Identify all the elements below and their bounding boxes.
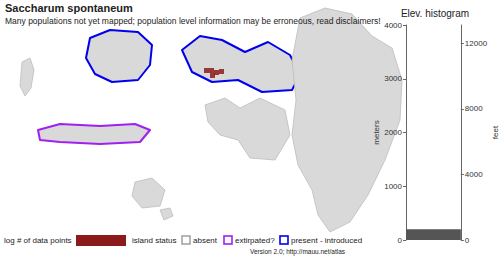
svg-text:Version 2.0; http://mauu.net/a: Version 2.0; http://mauu.net/atlas	[250, 248, 346, 256]
svg-text:0: 0	[398, 236, 403, 245]
svg-text:0: 0	[465, 236, 470, 245]
svg-text:absent: absent	[193, 236, 218, 245]
svg-text:4000: 4000	[465, 170, 483, 179]
svg-text:12000: 12000	[465, 39, 488, 48]
svg-text:Elev. histogram: Elev. histogram	[401, 8, 469, 19]
svg-text:Many populations not yet mappe: Many populations not yet mapped; populat…	[5, 16, 381, 26]
svg-text:8000: 8000	[465, 104, 483, 113]
svg-text:3000: 3000	[384, 74, 402, 83]
svg-text:log # of data points: log # of data points	[4, 236, 72, 245]
svg-text:2000: 2000	[384, 128, 402, 137]
svg-text:Saccharum spontaneum: Saccharum spontaneum	[5, 2, 133, 14]
svg-text:present - introduced: present - introduced	[291, 236, 362, 245]
svg-text:island status: island status	[132, 236, 176, 245]
svg-text:meters: meters	[372, 120, 381, 144]
svg-text:4000: 4000	[384, 21, 402, 30]
svg-text:feet: feet	[491, 125, 500, 139]
svg-text:extirpated?: extirpated?	[235, 236, 275, 245]
svg-text:1000: 1000	[384, 182, 402, 191]
